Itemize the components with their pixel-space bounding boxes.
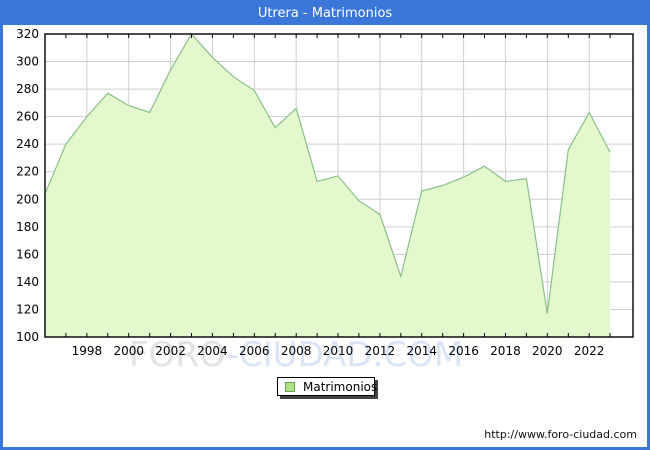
source-url: http://www.foro-ciudad.com bbox=[484, 428, 637, 441]
legend-swatch-matrimonios-icon bbox=[285, 381, 295, 392]
y-axis-label: 200 bbox=[16, 192, 39, 206]
x-axis-label: 2014 bbox=[406, 344, 437, 358]
y-axis-label: 120 bbox=[16, 302, 39, 316]
plot-frame bbox=[44, 33, 634, 338]
x-axis-label: 2010 bbox=[323, 344, 354, 358]
x-axis-label: 2008 bbox=[281, 344, 312, 358]
area-fill bbox=[45, 34, 611, 337]
x-axis-label: 2002 bbox=[155, 344, 186, 358]
x-axis-label: 2020 bbox=[532, 344, 563, 358]
y-axis-label: 220 bbox=[16, 165, 39, 179]
y-axis-label: 320 bbox=[16, 27, 39, 41]
chart-title: Utrera - Matrimonios bbox=[3, 3, 647, 25]
x-axis-label: 2022 bbox=[574, 344, 605, 358]
y-axis-label: 300 bbox=[16, 55, 39, 69]
chart-plot: 100 120 140 160 180 200 220 240 260 280 300 320 1998… bbox=[16, 27, 634, 358]
y-axis-label: 260 bbox=[16, 110, 39, 124]
y-axis-label: 180 bbox=[16, 220, 39, 234]
x-axis-label: 2016 bbox=[448, 344, 479, 358]
data-line bbox=[44, 32, 611, 314]
watermark: FORO-CIUDAD.COM bbox=[129, 335, 463, 375]
x-axis-label: 2006 bbox=[239, 344, 270, 358]
x-axis-label: 2012 bbox=[365, 344, 396, 358]
y-axis-label: 100 bbox=[16, 330, 39, 344]
watermark-part2: -CIUDAD.COM bbox=[226, 335, 464, 375]
y-axis-label: 280 bbox=[16, 82, 39, 96]
x-axis-label: 2004 bbox=[197, 344, 228, 358]
watermark-part1: FORO bbox=[129, 335, 227, 375]
x-axis-label: 2018 bbox=[490, 344, 521, 358]
y-axis-label: 140 bbox=[16, 275, 39, 289]
y-axis-label: 240 bbox=[16, 137, 39, 151]
legend: Matrimonios bbox=[277, 377, 378, 396]
y-axis-label: 160 bbox=[16, 247, 39, 261]
x-axis-label: 1998 bbox=[72, 344, 103, 358]
legend-label: Matrimonios bbox=[303, 379, 378, 394]
x-axis-label: 2000 bbox=[113, 344, 144, 358]
